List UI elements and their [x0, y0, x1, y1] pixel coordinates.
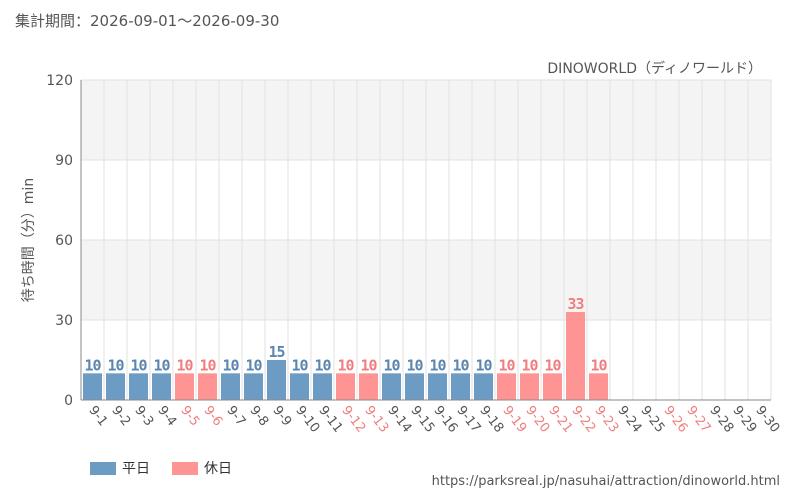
bar — [497, 373, 516, 400]
x-tick-label: 9-25 — [637, 403, 667, 435]
x-tick-label: 9-7 — [223, 403, 248, 429]
x-tick-label: 9-6 — [200, 403, 225, 429]
x-tick-label: 9-26 — [660, 403, 690, 435]
bar — [520, 373, 539, 400]
x-tick-label: 9-9 — [269, 403, 294, 429]
period-header: 集計期間：2026-09-01～2026-09-30 — [15, 10, 279, 31]
bar-value-label: 10 — [521, 356, 538, 374]
x-tick-label: 9-12 — [338, 403, 368, 435]
bar-value-label: 10 — [176, 356, 193, 374]
bar-value-label: 10 — [429, 356, 446, 374]
x-tick-label: 9-27 — [683, 403, 713, 435]
bar — [474, 373, 493, 400]
attraction-name: DINOWORLD（ディノワールド） — [547, 61, 762, 77]
x-tick-label: 9-1 — [85, 403, 110, 429]
x-tick-label: 9-10 — [292, 403, 322, 435]
x-tick-label: 9-24 — [614, 403, 644, 435]
bar-value-label: 10 — [383, 356, 400, 374]
x-tick-label: 9-8 — [246, 403, 271, 429]
bar — [244, 373, 263, 400]
x-tick-label: 9-30 — [752, 403, 782, 435]
y-tick-label: 60 — [55, 233, 73, 249]
bar-value-label: 10 — [291, 356, 308, 374]
x-tick-label: 9-5 — [177, 403, 202, 429]
y-tick-labels: 0 30 60 90 120 — [46, 73, 73, 409]
bar — [175, 373, 194, 400]
period-label: 集計期間： — [15, 12, 91, 30]
bar — [336, 373, 355, 400]
bar-value-label: 10 — [107, 356, 124, 374]
bar-value-label: 10 — [360, 356, 377, 374]
legend: 平日 休日 — [90, 458, 254, 478]
bar — [359, 373, 378, 400]
x-tick-label: 9-22 — [568, 403, 598, 435]
bar-value-label: 10 — [452, 356, 469, 374]
bar — [589, 373, 608, 400]
bar-value-label: 10 — [544, 356, 561, 374]
x-tick-label: 9-21 — [545, 403, 575, 435]
x-tick-labels: 9-19-29-39-49-59-69-79-89-99-109-119-129… — [85, 403, 782, 435]
bar-value-label: 10 — [337, 356, 354, 374]
bar — [543, 373, 562, 400]
bar-value-label: 10 — [199, 356, 216, 374]
x-tick-label: 9-15 — [407, 403, 437, 435]
bar-value-label: 10 — [406, 356, 423, 374]
x-tick-label: 9-16 — [430, 403, 460, 435]
bar — [290, 373, 309, 400]
chart-axes — [80, 80, 771, 401]
x-tick-label: 9-17 — [453, 403, 483, 435]
legend-holiday: 休日 — [172, 458, 232, 478]
bar-value-label: 10 — [222, 356, 239, 374]
bar-value-label: 10 — [590, 356, 607, 374]
x-tick-label: 9-2 — [108, 403, 133, 429]
chart-bars — [83, 312, 608, 400]
bar-value-label: 10 — [314, 356, 331, 374]
bar — [313, 373, 332, 400]
y-tick-label: 30 — [55, 313, 73, 329]
x-tick-label: 9-18 — [476, 403, 506, 435]
legend-weekday: 平日 — [90, 458, 150, 478]
source-url[interactable]: https://parksreal.jp/nasuhai/attraction/… — [431, 474, 780, 489]
bar-value-label: 10 — [475, 356, 492, 374]
bar-value-label: 10 — [498, 356, 515, 374]
y-tick-label: 90 — [55, 153, 73, 169]
x-tick-label: 9-4 — [154, 403, 179, 429]
bar-value-label: 33 — [567, 295, 584, 313]
bar — [451, 373, 470, 400]
bar — [428, 373, 447, 400]
bar-value-label: 10 — [130, 356, 147, 374]
legend-holiday-label: 休日 — [204, 461, 232, 477]
x-tick-label: 9-11 — [315, 403, 345, 435]
y-tick-label: 120 — [46, 73, 73, 89]
x-tick-label: 9-19 — [499, 403, 529, 435]
bar-value-label: 10 — [84, 356, 101, 374]
x-tick-label: 9-20 — [522, 403, 552, 435]
x-tick-label: 9-3 — [131, 403, 156, 429]
bar-value-labels: 10 10 10 10 10 10 10 10 15 10 10 10 10 10 10 10 10 10 10 10… — [84, 295, 608, 374]
legend-weekday-swatch — [90, 461, 116, 475]
legend-weekday-label: 平日 — [122, 461, 150, 477]
bar-value-label: 10 — [245, 356, 262, 374]
bar — [106, 373, 125, 400]
bar — [405, 373, 424, 400]
bar — [382, 373, 401, 400]
period-range: 2026-09-01～2026-09-30 — [90, 12, 280, 30]
x-tick-label: 9-14 — [384, 403, 414, 435]
x-tick-label: 9-23 — [591, 403, 621, 435]
x-tick-label: 9-28 — [706, 403, 736, 435]
bar — [129, 373, 148, 400]
bar — [152, 373, 171, 400]
bar — [198, 373, 217, 400]
x-tick-label: 9-13 — [361, 403, 391, 435]
bar-value-label: 15 — [268, 343, 285, 361]
bar — [83, 373, 102, 400]
y-tick-label: 0 — [64, 393, 73, 409]
bar — [221, 373, 240, 400]
bar — [267, 360, 286, 400]
x-tick-label: 9-29 — [729, 403, 759, 435]
legend-holiday-swatch — [172, 461, 198, 475]
bar-value-label: 10 — [153, 356, 170, 374]
bar — [566, 312, 585, 400]
